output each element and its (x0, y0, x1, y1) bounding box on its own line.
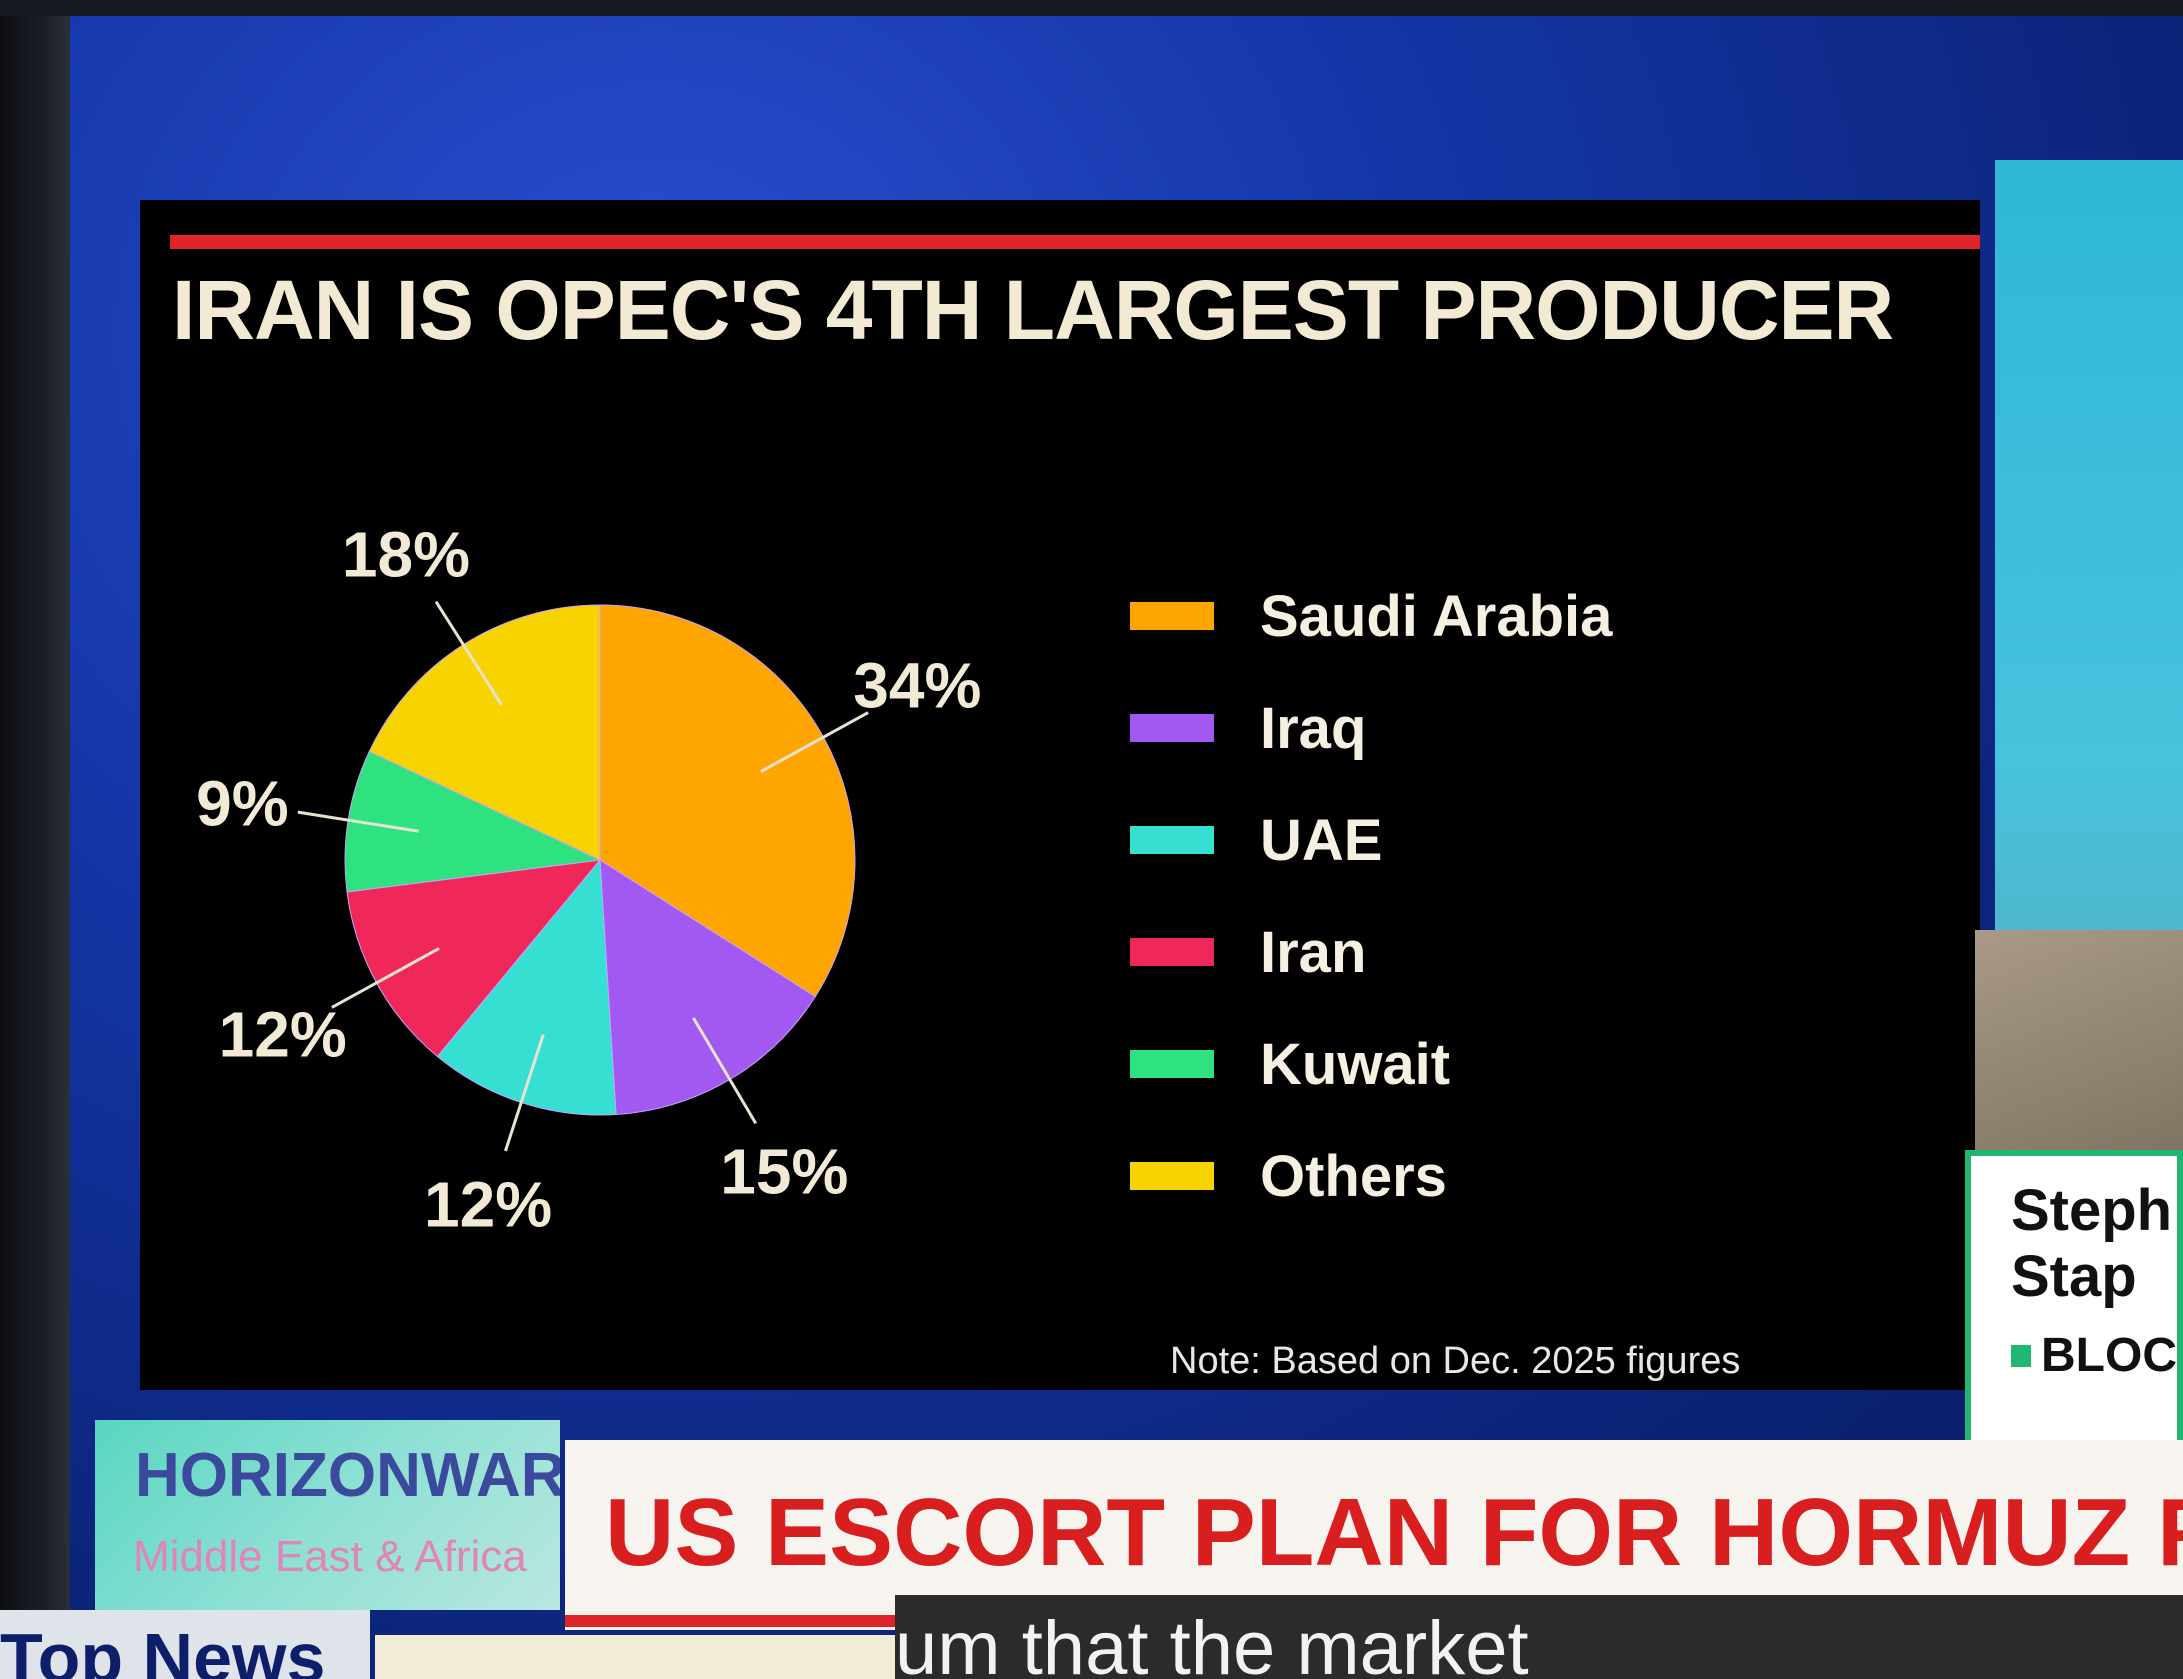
show-logo-title: HORIZONWAR (135, 1441, 560, 1510)
leader-line-saudi-arabia (760, 711, 869, 773)
chart-legend: Saudi Arabia Iraq UAE Iran Kuwait Others (1130, 560, 1690, 1232)
legend-label-others: Others (1260, 1143, 1447, 1209)
chart-title: IRAN IS OPEC'S 4TH LARGEST PRODUCER (172, 263, 1894, 357)
leader-line-uae (504, 1034, 545, 1152)
leader-line-iran (331, 947, 440, 1009)
caption-text: um that the market (895, 1606, 1529, 1679)
bottom-mid-strip (375, 1635, 895, 1679)
headline-accent-line (565, 1615, 895, 1627)
legend-label-uae: UAE (1260, 807, 1383, 873)
legend-swatch-iraq (1130, 714, 1214, 742)
legend-item-iran: Iran (1130, 896, 1690, 1008)
guest-brand-text: BLOC (2041, 1329, 2177, 1382)
legend-item-iraq: Iraq (1130, 672, 1690, 784)
guest-name-line-1: Steph (2011, 1178, 2173, 1243)
legend-label-saudi-arabia: Saudi Arabia (1260, 583, 1613, 649)
title-accent-line (170, 235, 1980, 249)
legend-swatch-kuwait (1130, 1050, 1214, 1078)
brand-square-icon (2011, 1344, 2032, 1367)
bottom-left-strip: Top News (0, 1610, 370, 1679)
legend-label-iraq: Iraq (1260, 695, 1367, 761)
legend-label-iran: Iran (1260, 919, 1367, 985)
slice-label-kuwait: 9% (196, 767, 288, 839)
legend-item-kuwait: Kuwait (1130, 1008, 1690, 1120)
bottom-left-text: Top News (0, 1619, 326, 1679)
leader-line-iraq (692, 1017, 758, 1125)
show-logo: HORIZONWAR Middle East & Africa (95, 1420, 560, 1610)
legend-swatch-saudi-arabia (1130, 602, 1214, 630)
legend-swatch-others (1130, 1162, 1214, 1190)
slice-label-iran: 12% (219, 998, 347, 1070)
slice-label-saudi-arabia: 34% (853, 650, 981, 722)
guest-name-line-2: Stap (2011, 1244, 2137, 1309)
pie-chart: 34% 15% 12% 12% 9% 18% (196, 518, 981, 1240)
legend-swatch-iran (1130, 938, 1214, 966)
legend-item-saudi-arabia: Saudi Arabia (1130, 560, 1690, 672)
leader-line-kuwait (297, 810, 419, 833)
side-video-person (1975, 930, 2183, 1170)
leader-line-others (434, 600, 503, 706)
legend-item-uae: UAE (1130, 784, 1690, 896)
chart-note: Note: Based on Dec. 2025 figures (1170, 1340, 1741, 1382)
legend-label-kuwait: Kuwait (1260, 1031, 1451, 1097)
show-logo-subtitle: Middle East & Africa (133, 1532, 527, 1581)
slice-label-others: 18% (342, 518, 470, 590)
legend-swatch-uae (1130, 826, 1214, 854)
guest-brand: BLOC (1971, 1328, 2177, 1383)
headline-text: US ESCORT PLAN FOR HORMUZ FAILS T (605, 1479, 2183, 1586)
slice-label-uae: 12% (424, 1168, 552, 1240)
caption-strip: um that the market (895, 1595, 2183, 1679)
legend-item-others: Others (1130, 1120, 1690, 1232)
slice-label-iraq: 15% (720, 1136, 848, 1208)
tv-bezel-left (0, 0, 70, 1679)
tv-bezel-top (0, 0, 2183, 16)
